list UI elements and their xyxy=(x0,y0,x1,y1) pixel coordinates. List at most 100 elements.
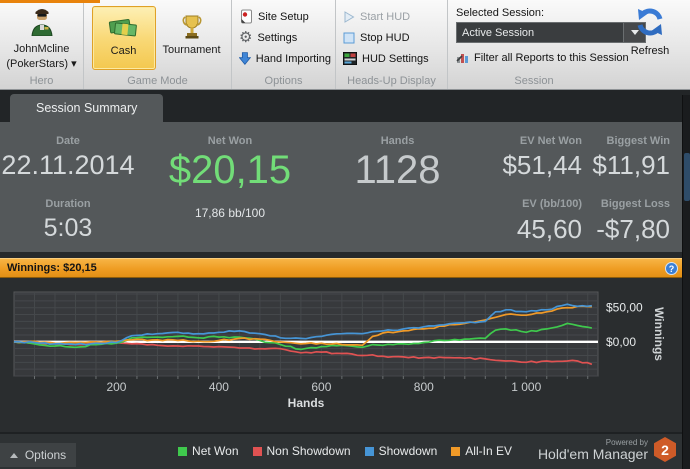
chart-options-label: Options xyxy=(24,448,67,462)
hands-label: Hands xyxy=(380,135,415,147)
duration-value: 5:03 xyxy=(43,214,93,242)
gear-icon: ⚙ xyxy=(239,29,253,46)
hud-group: Start HUD Stop HUD HUD Settings Heads-Up xyxy=(336,0,448,89)
winnings-chart: 200 400 600 800 1 000 $50,00 $0,00 Hands Winning… xyxy=(0,278,690,432)
winnings-header-label: Winnings: $20,15 xyxy=(7,262,97,274)
scrollbar-thumb[interactable] xyxy=(684,153,690,201)
hero-avatar-button[interactable]: JohnMcline (PokerStars) ▾ xyxy=(4,6,79,71)
hero-site-dropdown[interactable]: (PokerStars) ▾ xyxy=(6,58,77,70)
legend-label: Net Won xyxy=(192,444,239,458)
playing-card-icon xyxy=(241,9,252,24)
ribbon-toolbar: JohnMcline (PokerStars) ▾ Hero Cash xyxy=(0,0,690,90)
settings-button[interactable]: ⚙ Settings xyxy=(236,27,331,48)
hero-name: JohnMcline xyxy=(13,43,70,55)
report-tab-bar: Session Summary xyxy=(0,90,690,122)
brand-name: Hold'em Manager xyxy=(537,446,648,462)
refresh-label: Refresh xyxy=(630,45,670,57)
refresh-button[interactable]: Refresh xyxy=(624,6,676,57)
hand-importing-button[interactable]: Hand Importing xyxy=(236,48,331,69)
vertical-scrollbar[interactable] xyxy=(682,95,690,469)
svg-text:Winnings: Winnings xyxy=(652,307,666,361)
tab-session-summary[interactable]: Session Summary xyxy=(10,94,164,122)
session-select-value: Active Session xyxy=(462,26,535,39)
hud-settings-button[interactable]: HUD Settings xyxy=(340,48,443,69)
biggest-win-label: Biggest Win xyxy=(606,135,670,147)
filter-reports-label: Filter all Reports to this Session xyxy=(474,52,629,64)
svg-text:$0,00: $0,00 xyxy=(606,335,636,349)
trophy-icon xyxy=(180,10,204,44)
svg-text:800: 800 xyxy=(414,380,434,394)
net-won-label: Net Won xyxy=(207,135,253,147)
stop-hud-button[interactable]: Stop HUD xyxy=(340,27,443,48)
net-won-swatch xyxy=(178,446,188,456)
options-group: Site Setup ⚙ Settings Hand Importing Opt… xyxy=(232,0,336,89)
cash-button-label: Cash xyxy=(110,45,137,57)
ev-net-won-value: $51,44 xyxy=(502,150,582,180)
play-icon xyxy=(344,10,355,23)
cash-button[interactable]: Cash xyxy=(91,6,156,70)
hm2-logo: 2 xyxy=(654,437,676,462)
hands-value: 1128 xyxy=(354,148,441,192)
winnings-header-bar[interactable]: Winnings: $20,15 ? xyxy=(0,258,690,278)
tournament-button[interactable]: Tournament xyxy=(160,6,224,70)
legend-label: All-In EV xyxy=(465,444,512,458)
chart-options-button[interactable]: Options xyxy=(0,443,76,467)
session-group: Selected Session: Active Session Filter … xyxy=(448,0,690,89)
net-won-bb100: 17,86 bb/100 xyxy=(194,206,266,220)
svg-text:1 000: 1 000 xyxy=(511,380,541,394)
refresh-icon xyxy=(637,8,663,36)
game-mode-group-caption: Game Mode xyxy=(127,75,188,87)
hud-settings-icon xyxy=(343,52,357,65)
chart-canvas: 200 400 600 800 1 000 $50,00 $0,00 Hands Winning… xyxy=(13,291,666,410)
filter-reports-button[interactable]: Filter all Reports to this Session xyxy=(456,52,686,64)
site-setup-label: Site Setup xyxy=(258,10,309,23)
hud-settings-label: HUD Settings xyxy=(362,52,429,65)
svg-text:Hands: Hands xyxy=(288,396,325,410)
non-showdown-swatch xyxy=(252,446,262,456)
session-group-caption: Session xyxy=(514,75,554,87)
start-hud-label: Start HUD xyxy=(360,10,411,23)
start-hud-button[interactable]: Start HUD xyxy=(340,6,443,27)
legend-label: Non Showdown xyxy=(266,444,351,458)
hero-avatar-icon xyxy=(30,9,53,37)
legend-label: Showdown xyxy=(378,444,438,458)
panel-divider xyxy=(0,252,690,258)
chevron-up-icon xyxy=(9,452,18,458)
chart-legend: Net Won Non Showdown Showdown All-In EV xyxy=(0,444,690,458)
help-icon[interactable]: ? xyxy=(665,262,678,275)
duration-label: Duration xyxy=(45,198,91,210)
powered-by-label: Powered by xyxy=(605,438,648,447)
chart-footer-bar: Options Net Won Non Showdown Showdown Al… xyxy=(0,432,690,469)
svg-text:200: 200 xyxy=(106,380,126,394)
active-ribbon-tab-indicator xyxy=(0,0,100,3)
legend-item-non-showdown: Non Showdown xyxy=(252,444,351,458)
ev-net-won-label: EV Net Won xyxy=(519,135,582,147)
cash-money-icon xyxy=(108,11,140,45)
stop-hud-label: Stop HUD xyxy=(360,31,410,44)
date-value: 22.11.2014 xyxy=(1,150,135,180)
filter-report-icon xyxy=(456,54,468,63)
session-select[interactable]: Active Session xyxy=(456,22,646,43)
legend-item-net-won: Net Won xyxy=(178,444,239,458)
site-setup-button[interactable]: Site Setup xyxy=(236,6,331,27)
tournament-button-label: Tournament xyxy=(162,44,221,56)
settings-label: Settings xyxy=(257,31,298,44)
stop-icon xyxy=(343,32,355,43)
options-group-caption: Options xyxy=(264,75,303,87)
legend-item-all-in-ev: All-In EV xyxy=(451,444,512,458)
ev-bb100-label: EV (bb/100) xyxy=(522,198,582,210)
legend-item-showdown: Showdown xyxy=(364,444,438,458)
biggest-loss-label: Biggest Loss xyxy=(600,198,670,210)
session-summary-stats: Date 22.11.2014 Duration 5:03 Net Won $2… xyxy=(0,122,690,252)
ev-bb100-value: 45,60 xyxy=(516,214,582,244)
showdown-swatch xyxy=(364,446,374,456)
all-in-ev-swatch xyxy=(451,446,461,456)
hand-importing-label: Hand Importing xyxy=(255,52,331,65)
hero-group: JohnMcline (PokerStars) ▾ Hero xyxy=(0,0,84,89)
biggest-win-value: $11,91 xyxy=(592,150,670,180)
date-label: Date xyxy=(56,135,80,147)
biggest-loss-value: -$7,80 xyxy=(596,214,670,244)
selected-session-label: Selected Session: xyxy=(456,7,545,19)
svg-text:600: 600 xyxy=(311,380,331,394)
